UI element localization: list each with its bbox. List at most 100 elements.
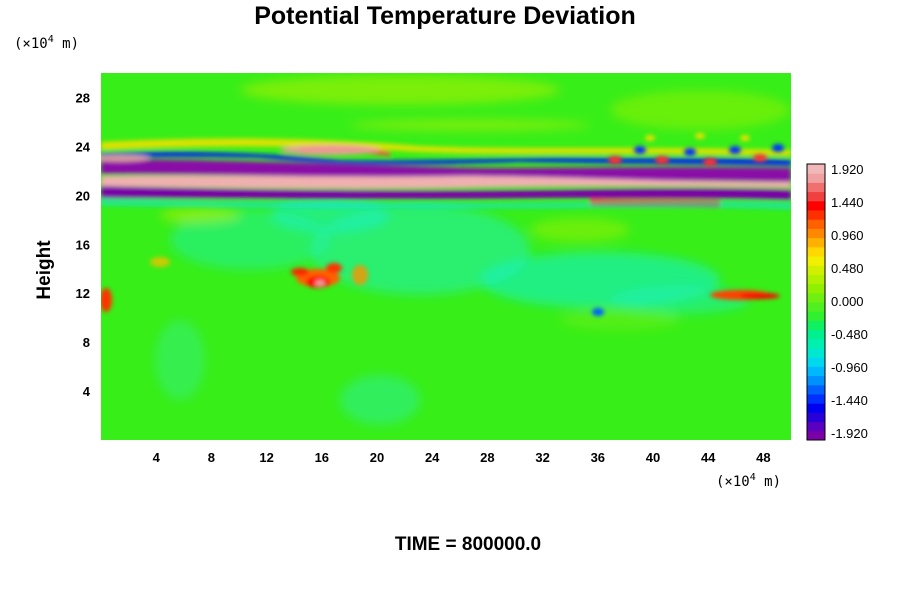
wave-cell: [684, 148, 696, 156]
positive-blob: [352, 265, 368, 285]
positive-blob: [315, 280, 325, 286]
y-ticks: 4 8 12 16 20 24 28: [76, 90, 91, 399]
y-unit-label-base: (×10: [14, 36, 48, 52]
y-unit-label-exponent: 4: [48, 34, 54, 45]
purple-band-bottom: [101, 186, 791, 200]
colorbar-swatch: [807, 421, 825, 432]
colorbar-tick-label: 1.920: [831, 162, 864, 177]
colorbar-tick-label: 1.440: [831, 195, 864, 210]
colorbar-tick-label: -0.960: [831, 360, 868, 375]
colorbar-swatch: [807, 210, 825, 220]
x-unit-label-base: (×10: [716, 474, 750, 490]
colorbar-swatch: [807, 246, 825, 257]
colorbar-swatch: [807, 311, 825, 321]
purple-band-top: [101, 159, 791, 182]
colorbar-swatch: [807, 302, 825, 312]
y-tick-label: 8: [83, 335, 90, 350]
colorbar-tick-label: 0.480: [831, 261, 864, 276]
yellow-patch: [240, 75, 560, 105]
chart-title: Potential Temperature Deviation: [254, 2, 636, 30]
cyan-patch: [610, 286, 750, 314]
colorbar-frame: [806, 163, 826, 441]
colorbar-swatch: [807, 274, 825, 285]
y-tick-label: 16: [76, 237, 90, 252]
colorbar-labels: 1.920 1.440 0.960 0.480 0.000 -0.480 -0.960 -1.…: [831, 162, 868, 441]
wave-cell: [695, 133, 705, 139]
time-label: TIME = 800000.0: [395, 534, 541, 555]
x-tick-label: 4: [153, 450, 161, 465]
colorbar-swatch: [807, 283, 825, 294]
colorbar-swatch: [807, 338, 825, 349]
positive-blob: [326, 263, 342, 273]
wave-cell: [608, 156, 622, 164]
colorbar: [807, 164, 825, 441]
wave-cell: [703, 158, 717, 166]
colorbar-swatch: [807, 237, 825, 248]
band-layer: [101, 138, 791, 210]
x-tick-label: 20: [370, 450, 384, 465]
wave-cell: [729, 146, 741, 154]
yellow-patch: [160, 207, 240, 223]
colorbar-swatch: [807, 182, 825, 193]
plot-area: [101, 73, 791, 440]
pink-core-band: [101, 175, 791, 189]
y-tick-label: 12: [76, 286, 90, 301]
colorbar-swatch: [807, 412, 825, 423]
x-tick-label: 24: [425, 450, 440, 465]
blob-layer: [101, 257, 780, 316]
colorbar-swatch: [807, 164, 825, 174]
x-unit-label-rest: m): [756, 474, 781, 490]
x-tick-label: 36: [591, 450, 605, 465]
pink-streak: [280, 145, 380, 155]
wave-cell: [645, 135, 655, 141]
yellow-patch: [560, 310, 680, 330]
upper-yellow-streak: [101, 138, 791, 156]
wave-cell: [655, 156, 669, 164]
yellow-patch: [530, 218, 630, 242]
positive-blob: [150, 257, 170, 267]
wave-cell: [634, 146, 646, 154]
y-tick-label: 24: [76, 139, 91, 154]
colorbar-swatch: [807, 357, 825, 367]
x-unit-label: (×104 m): [716, 472, 781, 490]
x-tick-label: 44: [701, 450, 716, 465]
colorbar-swatch: [807, 320, 825, 331]
colorbar-swatch: [807, 394, 825, 404]
cyan-patch: [340, 375, 420, 425]
positive-blob: [291, 268, 309, 276]
x-ticks: 4 8 12 16 20 24 28 32 36 40 44 48: [153, 450, 771, 465]
wave-cell: [740, 135, 750, 141]
wave-cells: [608, 133, 784, 166]
x-tick-label: 40: [646, 450, 660, 465]
x-tick-label: 16: [315, 450, 329, 465]
wave-cell: [772, 144, 784, 152]
y-tick-label: 4: [83, 384, 91, 399]
x-tick-label: 12: [259, 450, 273, 465]
y-unit-label-rest: m): [54, 36, 79, 52]
pink-streak: [101, 154, 150, 162]
positive-blob: [740, 293, 780, 299]
negative-blob: [592, 308, 604, 316]
colorbar-swatch: [807, 173, 825, 183]
x-unit-label-exponent: 4: [750, 472, 756, 483]
yellow-patch: [350, 120, 590, 130]
colorbar-swatch: [807, 375, 825, 386]
colorbar-tick-label: -1.440: [831, 393, 868, 408]
colorbar-swatch: [807, 348, 825, 358]
colorbar-swatch: [807, 191, 825, 202]
colorbar-swatch: [807, 200, 825, 211]
positive-blob: [101, 288, 112, 312]
wave-cell: [753, 154, 767, 162]
colorbar-swatch: [807, 265, 825, 275]
colorbar-swatch: [807, 228, 825, 239]
colorbar-tick-label: -0.480: [831, 327, 868, 342]
colorbar-swatch: [807, 430, 825, 441]
y-unit-label: (×104 m): [14, 34, 79, 52]
colorbar-tick-label: 0.960: [831, 228, 864, 243]
colorbar-swatch: [807, 384, 825, 395]
colorbar-tick-label: 0.000: [831, 294, 864, 309]
x-tick-label: 48: [756, 450, 770, 465]
x-tick-label: 28: [480, 450, 494, 465]
colorbar-swatch: [807, 292, 825, 303]
